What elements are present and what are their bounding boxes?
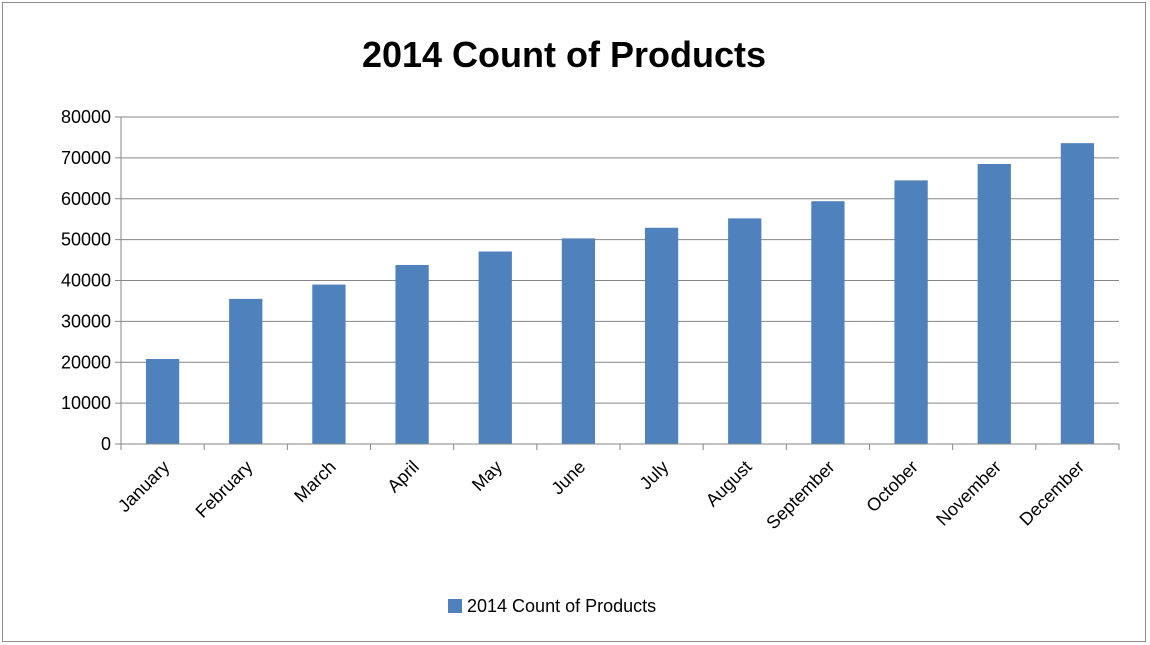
x-tick-label: January: [114, 457, 173, 516]
bar: [644, 227, 679, 444]
x-tick-label: November: [932, 457, 1005, 530]
legend-swatch: [448, 599, 462, 613]
x-tick-label: December: [1015, 457, 1088, 530]
bar: [977, 164, 1011, 444]
y-tick-label: 10000: [61, 393, 111, 413]
y-tick-label: 40000: [61, 271, 111, 291]
bar: [894, 180, 928, 444]
bar-chart: 2014 Count of Products 0 10000 20000 30000 4…: [61, 34, 1120, 616]
y-tick-label: 70000: [61, 148, 111, 168]
legend-label: 2014 Count of Products: [467, 596, 656, 616]
x-tick-labels: January February March April May June July Augu…: [114, 457, 1088, 533]
x-tick-label: April: [383, 457, 423, 497]
bar: [1060, 143, 1095, 444]
chart-title: 2014 Count of Products: [362, 34, 766, 75]
y-tick-label: 0: [101, 434, 111, 454]
legend: 2014 Count of Products: [448, 596, 656, 616]
bar: [145, 358, 180, 444]
y-tick-label: 50000: [61, 230, 111, 250]
y-tick-label: 80000: [61, 107, 111, 127]
bars: [145, 143, 1095, 444]
x-tick-label: September: [762, 457, 838, 533]
y-tick-labels: 0 10000 20000 30000 40000 50000 60000 70000 8000…: [61, 107, 111, 454]
axes: [115, 116, 1120, 450]
bar: [312, 284, 346, 444]
bar: [395, 264, 429, 444]
x-tick-label: February: [192, 457, 257, 522]
x-tick-label: June: [547, 457, 589, 499]
x-tick-label: July: [636, 457, 673, 494]
y-tick-label: 30000: [61, 311, 111, 331]
x-tick-label: March: [290, 457, 340, 507]
bar: [728, 218, 762, 444]
bar: [478, 251, 512, 444]
x-tick-label: May: [468, 457, 506, 495]
x-tick-label: August: [702, 457, 756, 511]
bar: [811, 201, 845, 444]
bar: [229, 298, 263, 444]
y-tick-label: 60000: [61, 189, 111, 209]
x-tick-label: October: [862, 457, 921, 516]
y-tick-label: 20000: [61, 352, 111, 372]
gridlines: [121, 116, 1119, 404]
bar: [561, 238, 596, 444]
